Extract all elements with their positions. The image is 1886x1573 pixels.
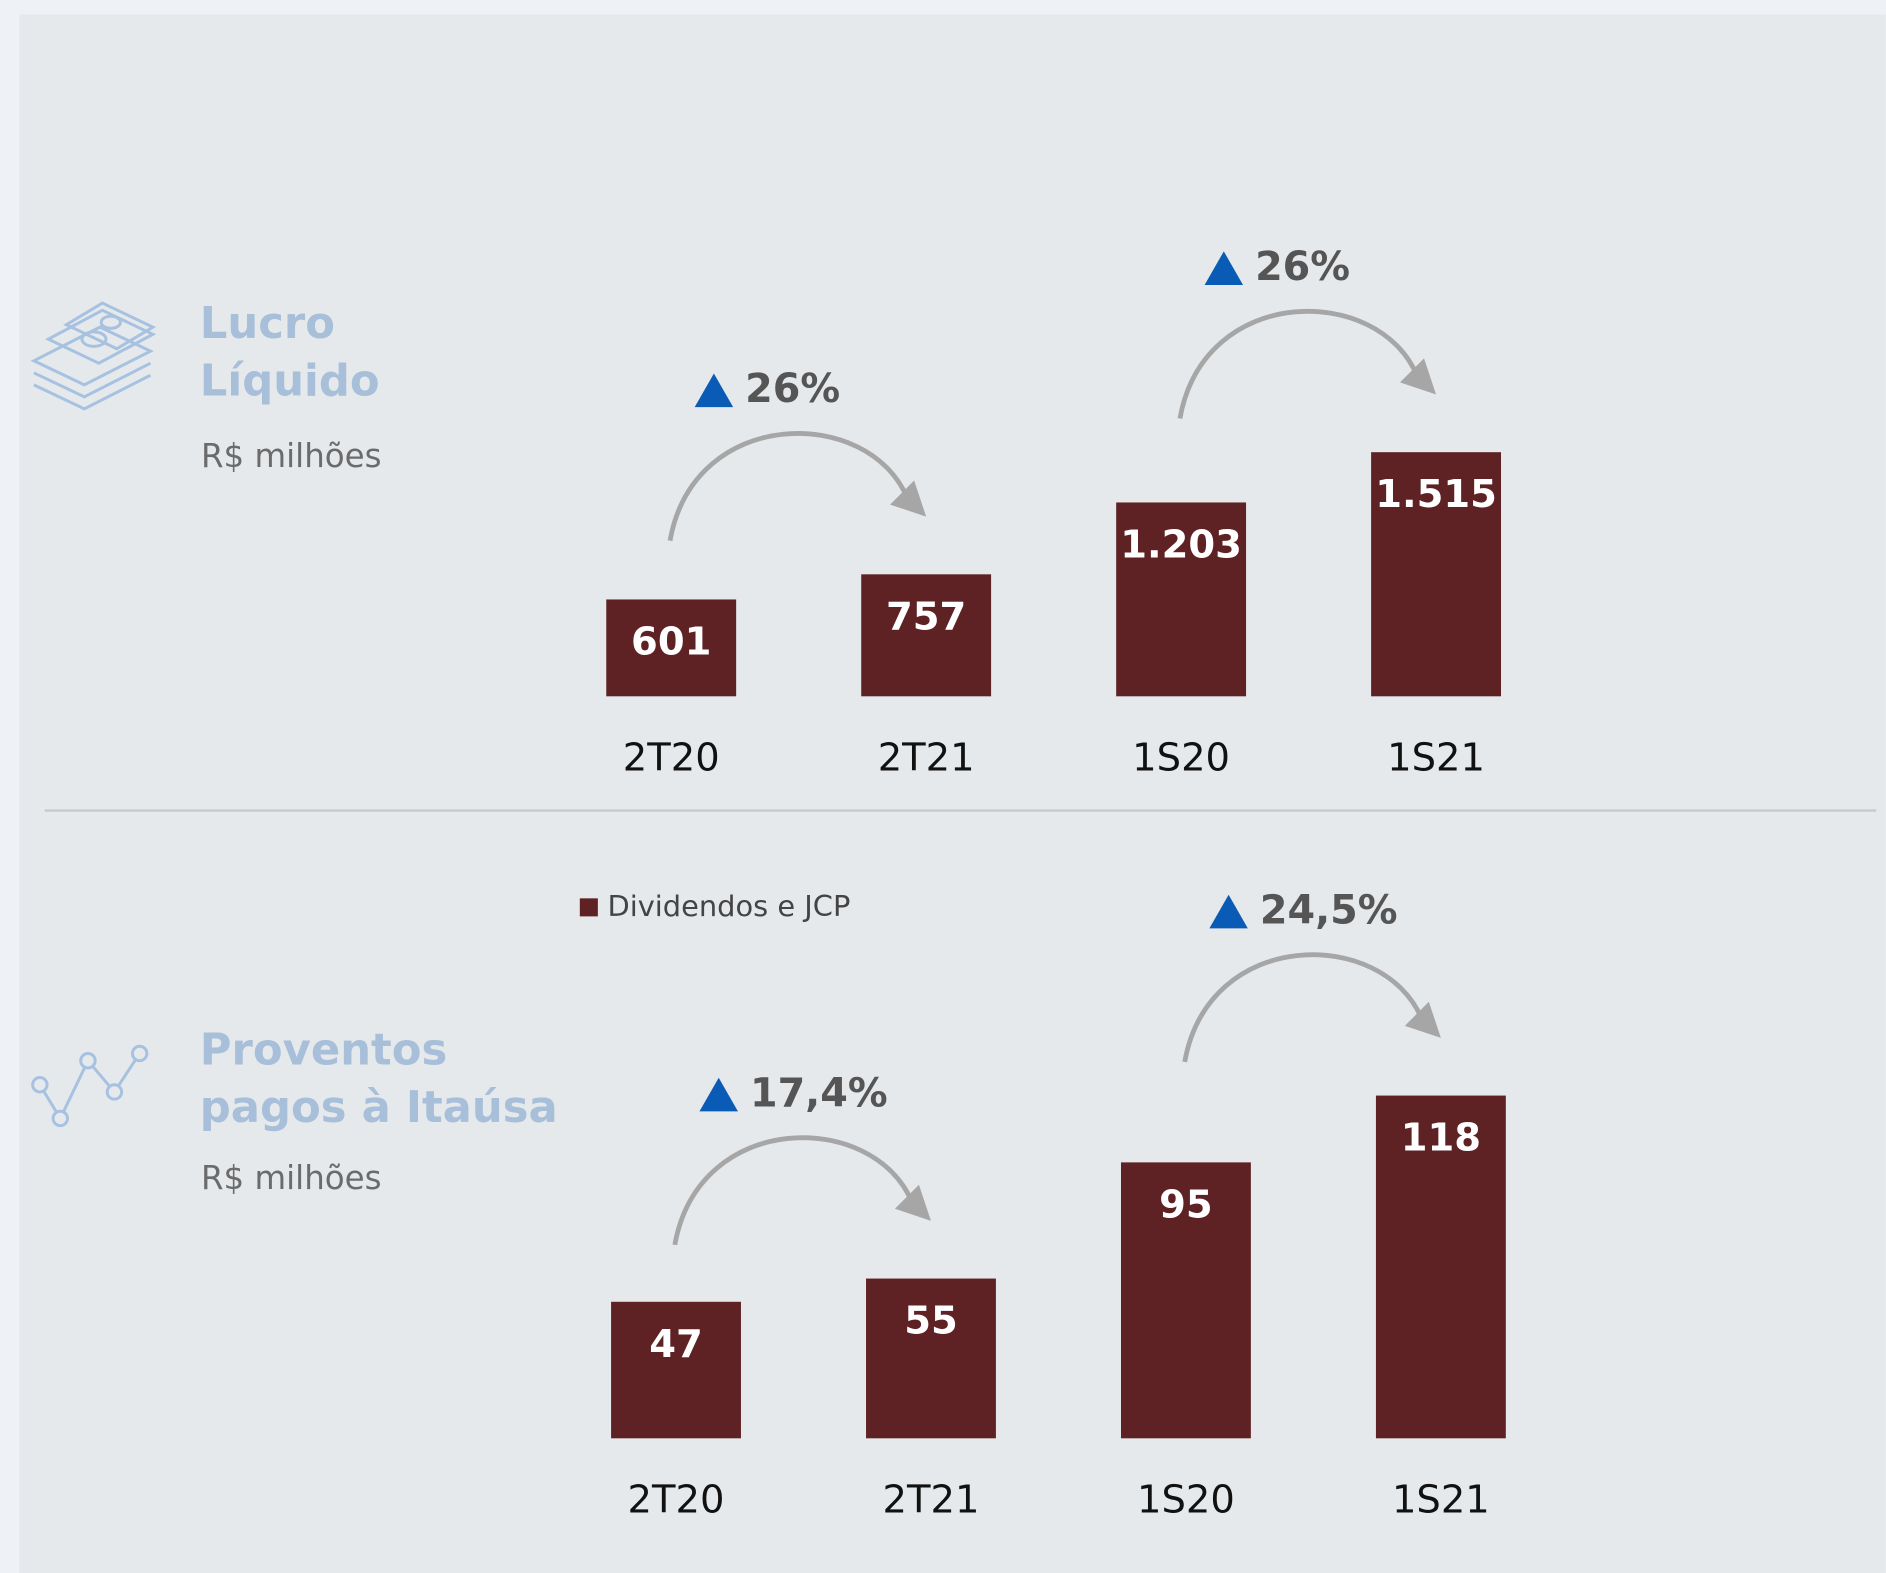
- up-triangle: [694, 373, 734, 408]
- value-label: 757: [886, 594, 966, 639]
- up-triangle: [1209, 894, 1248, 929]
- category-label: 2T20: [628, 1478, 725, 1523]
- growth-label: 26%: [1255, 244, 1350, 290]
- money-icon: [30, 301, 157, 411]
- growth-arrow: [672, 1135, 914, 1246]
- subtitle: R$ milhões: [201, 437, 382, 475]
- growth-arrow: [1177, 309, 1420, 419]
- growth-label: 26%: [745, 366, 840, 412]
- value-label: 95: [1159, 1182, 1213, 1227]
- bar: [861, 574, 992, 697]
- category-label: 2T21: [878, 736, 975, 781]
- growth-label: 24,5%: [1260, 887, 1398, 933]
- value-label: 55: [904, 1299, 958, 1344]
- up-triangle: [1204, 251, 1244, 286]
- section-title: Proventos pagos à Itaúsa: [199, 1025, 558, 1133]
- category-label: 1S20: [1137, 1478, 1235, 1523]
- section-title: Lucro Líquido: [199, 299, 380, 407]
- value-label: 118: [1401, 1116, 1481, 1161]
- legend-swatch: [579, 898, 598, 917]
- legend-label: Dividendos e JCP: [607, 889, 850, 923]
- value-label: 601: [631, 619, 711, 664]
- category-label: 2T20: [623, 736, 720, 781]
- category-label: 1S21: [1392, 1478, 1490, 1523]
- section-title-box: Proventos pagos à Itaúsa: [199, 1025, 558, 1133]
- value-label: 47: [649, 1322, 703, 1367]
- growth-label: 17,4%: [750, 1070, 888, 1116]
- bar: [611, 1301, 741, 1439]
- bar: [1120, 1162, 1251, 1439]
- value-label: 1.203: [1120, 522, 1242, 567]
- arrow-head: [1404, 1001, 1441, 1038]
- category-label: 1S21: [1387, 736, 1485, 781]
- growth-arrow: [1182, 952, 1424, 1063]
- bar: [606, 599, 737, 697]
- section-title-box: Lucro Líquido: [199, 299, 380, 407]
- category-label: 2T21: [883, 1478, 980, 1523]
- arrow-head: [1399, 358, 1437, 395]
- bar: [1371, 452, 1502, 697]
- subtitle: R$ milhões: [201, 1159, 382, 1197]
- category-label: 1S20: [1132, 736, 1230, 781]
- arrow-head: [894, 1184, 931, 1221]
- bar: [866, 1278, 996, 1439]
- line-icon: [31, 1044, 149, 1128]
- value-label: 1.515: [1375, 472, 1497, 517]
- up-triangle: [699, 1077, 738, 1112]
- bar: [1375, 1095, 1506, 1439]
- growth-arrow: [667, 431, 910, 542]
- bar: [1116, 502, 1247, 697]
